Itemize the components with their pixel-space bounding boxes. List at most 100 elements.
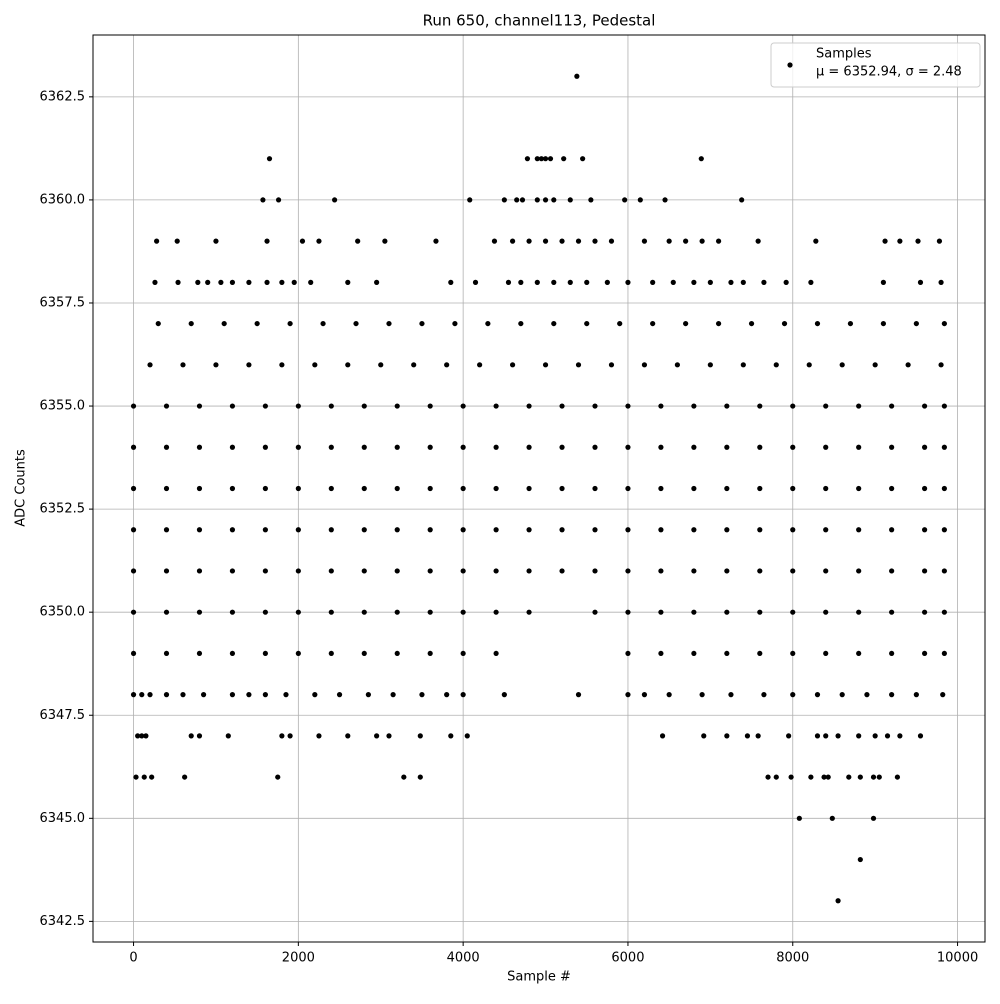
point (674, 362, 680, 368)
point (755, 733, 761, 739)
point (941, 485, 947, 492)
point (561, 156, 567, 162)
point (941, 320, 947, 327)
point (806, 362, 812, 368)
point (897, 238, 903, 244)
point (427, 403, 433, 409)
point (889, 403, 895, 409)
point (365, 692, 371, 698)
point (460, 692, 466, 698)
point (857, 774, 863, 780)
point (551, 320, 557, 327)
point (739, 197, 745, 203)
y-tick-label: 6342.5 (40, 914, 86, 929)
x-axis-label: Sample # (507, 970, 571, 985)
point (936, 238, 943, 244)
point (328, 444, 334, 450)
point (542, 197, 549, 203)
point (264, 238, 270, 244)
point (559, 238, 565, 244)
point (921, 568, 928, 574)
point (279, 733, 285, 739)
point (724, 444, 730, 450)
point (264, 279, 270, 285)
point (829, 815, 835, 821)
point (670, 279, 676, 285)
point (229, 692, 236, 698)
point (163, 527, 170, 533)
point (941, 527, 947, 533)
point (130, 485, 137, 492)
point (938, 279, 944, 285)
point (328, 609, 334, 615)
point (699, 692, 705, 698)
point (229, 568, 236, 574)
point (724, 650, 730, 657)
point (394, 527, 400, 533)
point (163, 485, 170, 492)
point (295, 527, 301, 533)
point (592, 403, 598, 409)
point (913, 320, 919, 327)
point (493, 650, 499, 657)
point (724, 609, 730, 615)
point (196, 568, 203, 574)
x-tick-label: 10000 (937, 951, 978, 966)
point (790, 403, 796, 409)
point (526, 403, 532, 409)
point (246, 362, 252, 368)
point (501, 692, 507, 698)
point (625, 279, 631, 285)
point (941, 568, 947, 574)
point (808, 774, 814, 780)
plot-frame (92, 34, 986, 943)
point (786, 733, 792, 739)
point (295, 403, 301, 409)
point (894, 774, 901, 780)
point (788, 774, 794, 780)
point (196, 650, 203, 657)
y-tick-label: 6360.0 (40, 192, 86, 207)
point (567, 197, 573, 203)
point (889, 692, 895, 698)
point (427, 485, 433, 492)
point (485, 320, 491, 327)
point (592, 568, 598, 574)
point (941, 444, 947, 450)
point (940, 692, 946, 698)
point (221, 320, 227, 327)
point (856, 733, 862, 739)
point (625, 650, 631, 657)
point (790, 485, 796, 492)
point (796, 815, 802, 821)
point (262, 527, 268, 533)
point (740, 362, 746, 368)
point (394, 485, 400, 492)
x-tick-label: 0 (129, 951, 137, 966)
point (625, 444, 631, 450)
point (394, 609, 400, 615)
point (163, 568, 170, 574)
point (889, 527, 895, 533)
point (147, 362, 153, 368)
point (941, 609, 947, 615)
point (196, 733, 203, 739)
point (559, 444, 565, 450)
point (519, 197, 526, 203)
point (707, 279, 713, 285)
point (757, 444, 763, 450)
point (328, 568, 334, 574)
point (814, 733, 821, 739)
point (374, 279, 380, 285)
point (518, 320, 524, 327)
points (130, 73, 947, 904)
point (130, 527, 137, 533)
point (551, 197, 557, 203)
point (724, 527, 730, 533)
point (658, 609, 664, 615)
point (691, 568, 697, 574)
point (542, 156, 549, 162)
point (921, 444, 928, 450)
point (394, 568, 400, 574)
